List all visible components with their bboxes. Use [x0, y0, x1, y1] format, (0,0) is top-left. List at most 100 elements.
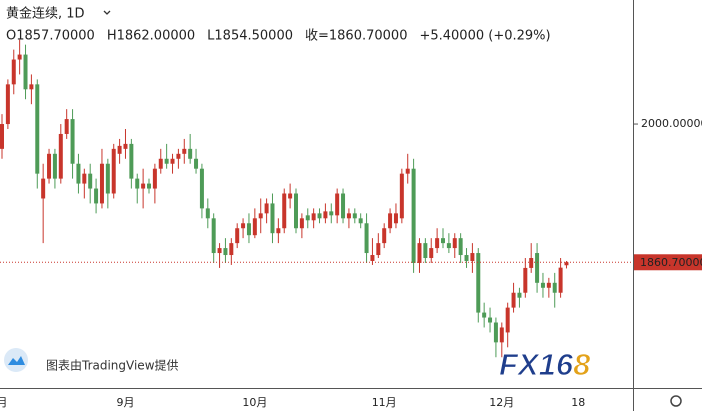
candle-body: [217, 248, 222, 254]
candle-body: [188, 148, 193, 159]
candle-body: [511, 292, 516, 308]
candle-body: [111, 148, 116, 194]
candle-body: [94, 188, 99, 204]
candle-body: [558, 267, 563, 293]
last-price-label: 1860.70000: [640, 256, 702, 269]
candle-body: [488, 317, 493, 323]
candle-body: [294, 193, 298, 229]
candle-body: [352, 213, 357, 219]
candle-body: [47, 153, 52, 179]
candle-body: [305, 215, 310, 221]
logo-part: 8: [573, 347, 591, 382]
candle-body: [341, 193, 346, 219]
legend-item: L1854.50000: [207, 29, 293, 44]
candle-body: [405, 168, 410, 174]
candle-body: [270, 203, 275, 234]
candle-body: [176, 153, 181, 159]
candle-body: [205, 208, 210, 219]
logo: FX168: [499, 347, 591, 382]
candle-body: [552, 282, 557, 293]
candle-body: [364, 223, 369, 254]
x-tick-label: 10月: [242, 396, 267, 409]
candle-body: [476, 253, 481, 313]
candle-body: [135, 178, 140, 189]
candle-body: [446, 243, 451, 249]
legend-item: O1857.70000: [6, 29, 95, 44]
candle-body: [70, 119, 75, 164]
candle-body: [335, 193, 340, 216]
watermark-text: 图表由TradingView提供: [46, 358, 179, 373]
candle-body: [99, 163, 104, 204]
interval-dropdown[interactable]: [103, 10, 111, 15]
candle-body: [429, 248, 434, 259]
candle-body: [199, 168, 204, 209]
x-tick-label: 18: [571, 396, 585, 409]
y-tick-label: 2000.00000: [641, 117, 702, 130]
candle-body: [505, 307, 510, 333]
candle-body: [258, 213, 263, 219]
candle-body: [370, 255, 375, 261]
candle-body: [0, 124, 4, 149]
settings-icon[interactable]: [670, 395, 682, 407]
plot-area: [0, 39, 633, 358]
candle-body: [482, 312, 487, 318]
candle-body: [52, 153, 57, 179]
candle-body: [147, 183, 151, 189]
candle-body: [229, 243, 234, 256]
candle-body: [470, 253, 475, 261]
candle-body: [423, 243, 428, 259]
candle-body: [182, 148, 187, 154]
candle-body: [5, 84, 10, 125]
candle-body: [223, 248, 228, 256]
candle-body: [105, 163, 110, 194]
x-tick-label: 12月: [489, 396, 514, 409]
candle-body: [123, 143, 128, 149]
candle-body: [23, 54, 28, 90]
candle-body: [540, 282, 545, 288]
tv-icon: [8, 356, 25, 365]
candle-body: [317, 213, 322, 219]
candle-body: [311, 213, 316, 221]
candle-body: [41, 178, 46, 199]
candle-body: [17, 54, 22, 60]
candle-body: [164, 158, 169, 164]
gear[interactable]: [670, 395, 682, 407]
x-tick-label: 9月: [116, 396, 134, 409]
legend-item: 收=1860.70000: [305, 29, 407, 44]
candle-body: [329, 211, 334, 216]
candle-body: [29, 84, 34, 90]
legend-item: +5.40000 (+0.29%): [419, 29, 550, 44]
candle-body: [535, 253, 540, 283]
candle-body: [152, 168, 157, 189]
candle-body: [529, 258, 534, 268]
candle-body: [194, 158, 199, 169]
tv-icon-bg: [4, 348, 28, 372]
candle-body: [417, 243, 422, 263]
candle-body: [299, 218, 304, 229]
candle-body: [493, 322, 498, 343]
candle-body: [435, 238, 440, 249]
candle-body: [252, 218, 257, 236]
candle-body: [546, 282, 551, 288]
candle-body: [564, 262, 569, 266]
candle-body: [282, 193, 287, 229]
candle-body: [241, 223, 246, 229]
candle-body: [211, 218, 216, 254]
candle-body: [76, 163, 81, 184]
candle-body: [170, 158, 175, 164]
candle-body: [158, 158, 163, 169]
candle-body: [358, 218, 363, 224]
candle-body: [246, 223, 251, 236]
x-tick-label: 月: [0, 396, 8, 409]
candle-body: [11, 59, 16, 85]
candle-body: [376, 243, 381, 256]
candle-body: [393, 213, 398, 224]
candle-body: [346, 213, 351, 219]
chart-title: 黄金连续, 1D: [6, 6, 85, 22]
candle-body: [458, 238, 463, 256]
candle-body: [235, 228, 240, 244]
candle-body: [288, 193, 293, 199]
x-tick-label: 11月: [372, 396, 397, 409]
candle-body: [88, 173, 93, 189]
